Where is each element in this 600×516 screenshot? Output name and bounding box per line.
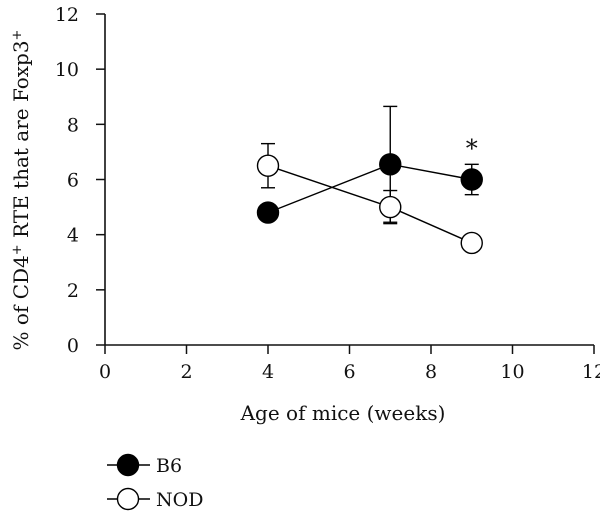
annotations: * bbox=[466, 134, 478, 162]
y-axis-title-part: RTE that are Foxp3 bbox=[9, 40, 33, 244]
x-tick-label: 6 bbox=[343, 361, 355, 383]
legend-marker-b6 bbox=[116, 453, 140, 477]
x-tick-label: 8 bbox=[425, 361, 437, 383]
y-tick-label: 12 bbox=[55, 4, 79, 26]
legend-label-b6: B6 bbox=[156, 455, 182, 477]
data-point-nod bbox=[379, 195, 402, 219]
x-tick-label: 0 bbox=[99, 361, 111, 383]
axis-ticks: 0 2 4 6 8 10 12 0 2 4 6 8 10 12 bbox=[55, 4, 600, 383]
y-tick-label: 10 bbox=[55, 59, 79, 81]
data-point-b6 bbox=[379, 153, 402, 176]
series-line-nod bbox=[267, 165, 473, 244]
y-axis-title-part: + bbox=[10, 30, 25, 41]
y-axis-title-part: + bbox=[10, 244, 25, 255]
x-axis-title: Age of mice (weeks) bbox=[240, 401, 446, 425]
y-tick-label: 6 bbox=[67, 170, 79, 192]
data-points bbox=[256, 153, 483, 255]
data-point-b6 bbox=[460, 168, 483, 191]
y-axis-title-part: % of CD4 bbox=[9, 255, 33, 350]
x-tick-label: 12 bbox=[582, 361, 600, 383]
y-tick-label: 4 bbox=[67, 225, 79, 247]
legend-marker-nod bbox=[116, 487, 140, 511]
x-tick-label: 10 bbox=[500, 361, 524, 383]
error-bars bbox=[261, 105, 479, 225]
series-lines bbox=[267, 163, 473, 244]
data-point-b6 bbox=[256, 201, 280, 224]
x-tick-label: 4 bbox=[262, 361, 274, 383]
data-point-nod bbox=[256, 154, 280, 177]
legend: B6 NOD bbox=[107, 453, 203, 511]
series-line-b6 bbox=[267, 163, 472, 214]
legend-label-nod: NOD bbox=[156, 489, 203, 511]
y-tick-label: 2 bbox=[67, 280, 79, 302]
significance-asterisk: * bbox=[466, 134, 478, 162]
y-axis-title: % of CD4+ RTE that are Foxp3+ bbox=[9, 30, 33, 351]
data-point-nod bbox=[460, 231, 483, 255]
y-tick-label: 8 bbox=[67, 114, 79, 136]
x-tick-label: 2 bbox=[180, 361, 192, 383]
y-tick-label: 0 bbox=[67, 335, 79, 357]
